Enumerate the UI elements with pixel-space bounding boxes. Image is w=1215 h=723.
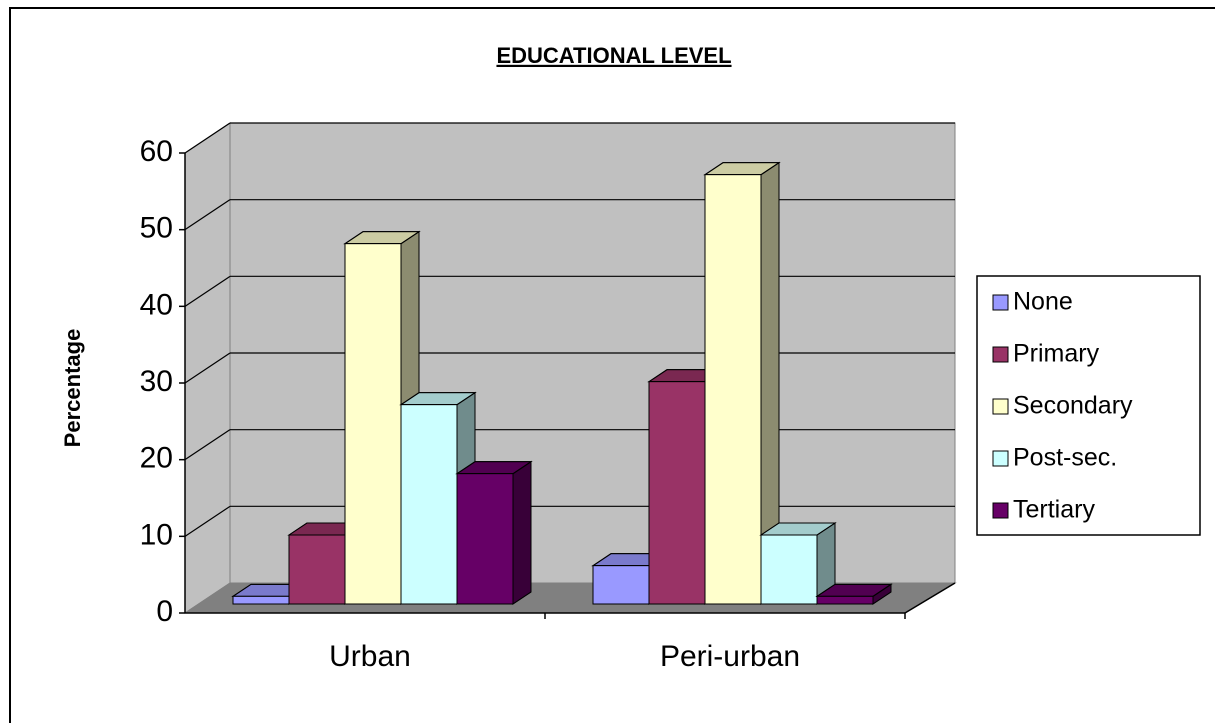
legend-swatch [992,502,1009,519]
x-tick-label: Peri-urban [660,640,800,673]
legend-swatch [992,398,1009,415]
bar [344,243,402,605]
grid-line [184,352,231,384]
legend-label: Primary [1013,340,1100,368]
grid-line [184,275,231,307]
bar [816,595,874,605]
y-tick-label: 30 [140,365,173,398]
grid-line [184,505,231,537]
grid-line [184,429,231,461]
bar-side-shade [512,460,532,605]
y-tick-label: 60 [140,135,173,168]
y-tick-label: 50 [140,212,173,245]
legend-swatch [992,294,1009,311]
legend-swatch [992,346,1009,363]
legend-label: Secondary [1013,392,1133,420]
bar [648,381,706,605]
bar [704,174,762,605]
x-tick-label: Urban [329,640,411,673]
bar [288,534,346,605]
legend-label: Post-sec. [1013,444,1117,472]
y-tick-label: 10 [140,518,173,551]
legend [976,275,1201,536]
bar [592,565,650,605]
grid-line [184,122,231,154]
bar [760,534,818,605]
legend-label: Tertiary [1013,496,1095,524]
legend-swatch [992,450,1009,467]
y-tick-label: 20 [140,442,173,475]
floor-edge [904,582,956,614]
bar [456,473,514,605]
y-axis-label: Percentage [60,329,85,448]
y-tick-label: 0 [156,595,173,628]
legend-label: None [1013,288,1073,316]
bar [232,595,290,605]
grid-line [184,199,231,231]
y-tick-label: 40 [140,288,173,321]
chart-title: EDUCATIONAL LEVEL [496,43,731,68]
bar [400,404,458,605]
